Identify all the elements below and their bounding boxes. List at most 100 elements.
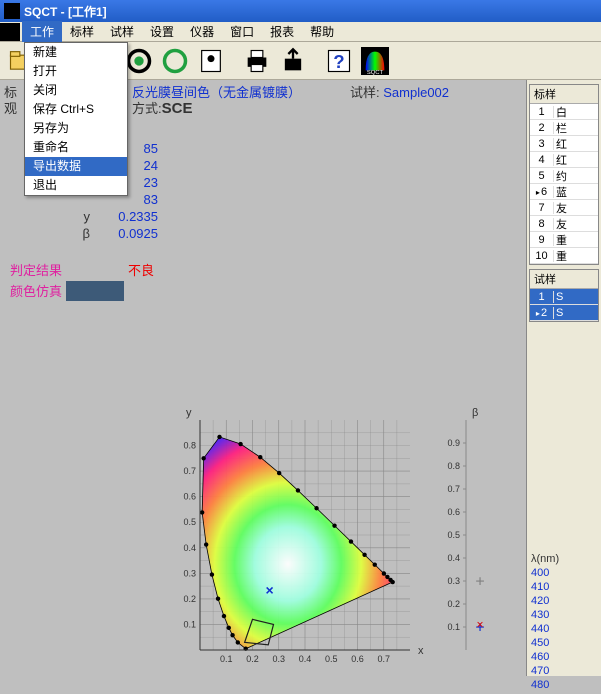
standard-panel-header: 标样 — [530, 85, 598, 104]
standard-row[interactable]: 10重 — [530, 248, 598, 264]
svg-text:0.2: 0.2 — [183, 594, 196, 604]
svg-text:y: y — [186, 407, 192, 419]
sample-row[interactable]: 2S — [530, 305, 598, 321]
svg-text:0.7: 0.7 — [183, 466, 196, 476]
menu-report[interactable]: 报表 — [262, 21, 302, 42]
judge-block: 判定结果不良 颜色仿真 — [10, 260, 154, 301]
menu-instrument[interactable]: 仪器 — [182, 21, 222, 42]
menu-close[interactable]: 关闭 — [25, 81, 127, 100]
menu-saveas[interactable]: 另存为 — [25, 119, 127, 138]
menu-exit[interactable]: 退出 — [25, 176, 127, 195]
standard-panel: 标样 1白2栏3红4红5约6蓝7友8友9重10重 — [529, 84, 599, 265]
standard-row[interactable]: 4红 — [530, 152, 598, 168]
svg-text:0.4: 0.4 — [299, 654, 312, 664]
tool-help-icon[interactable]: ? — [322, 45, 356, 77]
svg-text:0.9: 0.9 — [447, 438, 460, 448]
svg-text:0.3: 0.3 — [447, 576, 460, 586]
menu-standard[interactable]: 标样 — [62, 21, 102, 42]
svg-text:β: β — [472, 407, 478, 419]
val-lab-4: y — [50, 208, 90, 225]
svg-text:0.2: 0.2 — [447, 599, 460, 609]
wavelength-value: 410 — [531, 580, 559, 594]
sample-panel-header: 试样 — [530, 270, 598, 289]
standard-row[interactable]: 3红 — [530, 136, 598, 152]
judge-result: 不良 — [128, 263, 154, 278]
menu-export-data[interactable]: 导出数据 — [25, 157, 127, 176]
tool-export-icon[interactable] — [276, 45, 310, 77]
svg-text:0.2: 0.2 — [246, 654, 259, 664]
label-obs: 观 — [4, 98, 17, 117]
sample-value: Sample002 — [383, 85, 449, 100]
mode-label-text: 方式: — [132, 101, 162, 116]
standard-row[interactable]: 2栏 — [530, 120, 598, 136]
tool-note-icon[interactable] — [194, 45, 228, 77]
svg-text:+: + — [475, 573, 484, 590]
beta-chart: 0.10.20.30.40.50.60.70.80.9β+×+ — [430, 400, 520, 675]
menu-rename[interactable]: 重命名 — [25, 138, 127, 157]
color-sim-label: 颜色仿真 — [10, 284, 62, 299]
menu-save[interactable]: 保存 Ctrl+S — [25, 100, 127, 119]
svg-text:0.1: 0.1 — [220, 654, 233, 664]
sample-row[interactable]: 1S — [530, 289, 598, 305]
wavelength-value: 420 — [531, 594, 559, 608]
work-menu-dropdown: 新建 打开 关闭 保存 Ctrl+S 另存为 重命名 导出数据 退出 — [24, 42, 128, 196]
chromaticity-svg: ×0.10.20.30.40.50.60.70.10.20.30.40.50.6… — [170, 400, 430, 675]
svg-text:×: × — [265, 582, 273, 598]
chromaticity-chart: ×0.10.20.30.40.50.60.70.10.20.30.40.50.6… — [170, 400, 430, 675]
right-pane: 标样 1白2栏3红4红5约6蓝7友8友9重10重 试样 1S2S λ(nm) 4… — [526, 80, 601, 676]
menu-help[interactable]: 帮助 — [302, 21, 342, 42]
svg-text:0.6: 0.6 — [351, 654, 364, 664]
tool-sqct-icon[interactable]: SQCT — [358, 45, 392, 77]
svg-text:0.7: 0.7 — [377, 654, 390, 664]
mode-value: SCE — [162, 100, 193, 117]
tool-print-icon[interactable] — [240, 45, 274, 77]
svg-text:x: x — [418, 645, 424, 657]
sample-panel: 试样 1S2S — [529, 269, 599, 322]
svg-text:0.4: 0.4 — [447, 553, 460, 563]
menu-sample[interactable]: 试样 — [102, 21, 142, 42]
svg-text:0.3: 0.3 — [183, 568, 196, 578]
standard-row[interactable]: 6蓝 — [530, 184, 598, 200]
svg-text:0.1: 0.1 — [183, 619, 196, 629]
val-lab-5: β — [50, 225, 90, 242]
wavelength-value: 430 — [531, 608, 559, 622]
color-swatch — [66, 281, 124, 301]
standard-row[interactable]: 9重 — [530, 232, 598, 248]
standard-row[interactable]: 5约 — [530, 168, 598, 184]
menu-window[interactable]: 窗口 — [222, 21, 262, 42]
wavelength-value: 440 — [531, 622, 559, 636]
tool-target-empty-icon[interactable] — [158, 45, 192, 77]
standard-row[interactable]: 7友 — [530, 200, 598, 216]
app-icon — [4, 3, 20, 19]
svg-text:0.6: 0.6 — [447, 507, 460, 517]
sample-line: 试样: Sample002 — [350, 82, 449, 101]
svg-text:0.1: 0.1 — [447, 622, 460, 632]
titlebar: SQCT - [工作1] — [0, 0, 601, 22]
svg-text:0.6: 0.6 — [183, 492, 196, 502]
svg-text:SQCT: SQCT — [367, 69, 384, 74]
wavelength-list: λ(nm) 400410420430440450460470480 — [527, 550, 563, 694]
sample-label: 试样: — [350, 85, 380, 100]
mode-label: 方式:SCE — [132, 98, 192, 117]
svg-text:?: ? — [333, 51, 344, 72]
window-title: SQCT - [工作1] — [24, 3, 107, 20]
svg-text:0.7: 0.7 — [447, 484, 460, 494]
wavelength-value: 450 — [531, 636, 559, 650]
menu-work[interactable]: 工作 — [22, 21, 62, 42]
menubar: 工作 标样 试样 设置 仪器 窗口 报表 帮助 — [0, 22, 601, 42]
svg-text:0.5: 0.5 — [183, 517, 196, 527]
svg-text:0.4: 0.4 — [183, 543, 196, 553]
menu-open[interactable]: 打开 — [25, 62, 127, 81]
wavelength-label: λ(nm) — [531, 552, 559, 566]
val-4: 0.2335 — [98, 208, 158, 225]
menu-new[interactable]: 新建 — [25, 43, 127, 62]
standard-row[interactable]: 1白 — [530, 104, 598, 120]
menu-settings[interactable]: 设置 — [142, 21, 182, 42]
wavelength-value: 480 — [531, 678, 559, 692]
svg-text:0.3: 0.3 — [272, 654, 285, 664]
standard-row[interactable]: 8友 — [530, 216, 598, 232]
val-5: 0.0925 — [98, 225, 158, 242]
wavelength-value: 460 — [531, 650, 559, 664]
svg-text:0.8: 0.8 — [183, 441, 196, 451]
svg-text:0.8: 0.8 — [447, 461, 460, 471]
